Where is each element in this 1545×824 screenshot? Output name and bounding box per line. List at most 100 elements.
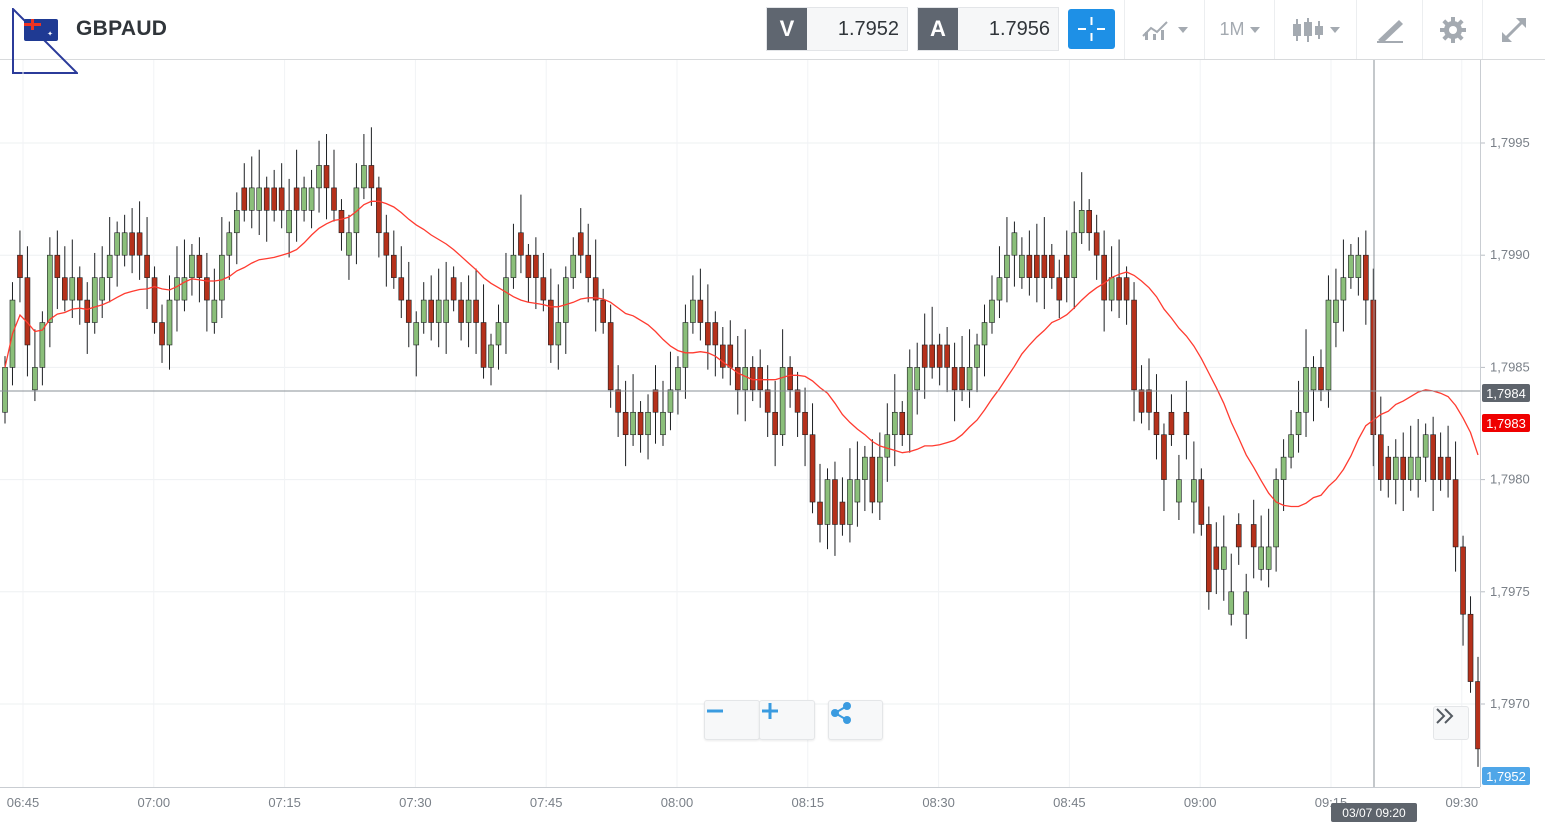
chart-toolbar: ✦ GBPAUD V 1.7952 A 1.7956 1M	[0, 0, 1545, 74]
candle-body	[480, 322, 487, 368]
candle	[944, 327, 950, 393]
candle	[1355, 237, 1362, 296]
candle	[54, 230, 61, 310]
candle	[794, 371, 801, 437]
candle-body	[1407, 456, 1414, 480]
candle	[1078, 172, 1085, 244]
candle-body	[607, 322, 614, 391]
candle	[854, 441, 861, 527]
candle	[877, 432, 883, 520]
candle-body	[600, 299, 606, 323]
candle-body	[540, 277, 547, 301]
indicators-icon	[1142, 20, 1168, 40]
candle-body	[47, 254, 53, 323]
candle	[1153, 374, 1160, 460]
x-tick-label: 07:30	[399, 795, 432, 810]
instrument-flag[interactable]: ✦	[12, 8, 78, 74]
candle-body	[936, 344, 943, 368]
candle-body	[166, 299, 173, 346]
candle	[906, 349, 913, 453]
candle	[136, 201, 143, 280]
candle-body	[1355, 254, 1362, 278]
candle-body	[884, 434, 891, 458]
timeframe-selector[interactable]: 1M	[1204, 0, 1274, 59]
candlestick-chart[interactable]: 1,7995 1,7990 1,7985 1,7980 1,7975 1,7970 06:4…	[0, 60, 1545, 824]
candle-body	[854, 479, 861, 503]
candle	[99, 246, 106, 319]
candle-body	[1138, 389, 1145, 413]
candle-body	[989, 299, 995, 323]
candle	[196, 237, 203, 303]
candle-body	[1250, 524, 1257, 548]
candle-body	[54, 254, 61, 278]
candle-body	[645, 411, 651, 436]
y-tick-label: 1,7970	[1490, 696, 1530, 711]
scroll-to-latest-button[interactable]	[1433, 706, 1469, 740]
candle-body	[667, 389, 674, 413]
candle-body	[181, 277, 188, 301]
candle-body	[705, 322, 711, 346]
candle	[1363, 230, 1369, 325]
drawing-tools-button[interactable]	[1356, 0, 1422, 59]
candle	[936, 333, 943, 386]
candle-body	[473, 299, 479, 323]
candle	[720, 327, 726, 379]
sell-quote[interactable]: V 1.7952	[766, 7, 908, 51]
candle-body	[727, 344, 734, 368]
candle-body	[1348, 254, 1354, 278]
candle	[144, 217, 150, 310]
candle-body	[809, 434, 816, 503]
share-icon	[831, 702, 851, 724]
chart-type-button[interactable]	[1274, 0, 1356, 59]
price-chart[interactable]: 1,7995 1,7990 1,7985 1,7980 1,7975 1,7970 06:4…	[0, 60, 1545, 824]
candle	[1265, 508, 1272, 588]
indicators-button[interactable]	[1124, 0, 1204, 59]
zoom-out-button[interactable]	[704, 700, 760, 740]
candle-body	[1026, 254, 1033, 278]
candle	[1288, 410, 1294, 469]
buy-quote[interactable]: A 1.7956	[917, 7, 1059, 51]
candle	[1206, 506, 1212, 610]
candle-body	[1153, 411, 1160, 436]
candle	[376, 176, 382, 258]
candle-body	[1303, 367, 1309, 413]
candle-body	[293, 187, 300, 211]
share-button[interactable]	[828, 700, 883, 740]
candle-body	[1034, 254, 1040, 278]
candle-body	[1213, 546, 1220, 570]
candle-body	[435, 299, 442, 323]
x-tick-label: 08:30	[922, 795, 955, 810]
candle-body	[1280, 456, 1287, 480]
candle	[787, 356, 793, 408]
candle	[248, 156, 255, 229]
candle	[391, 230, 397, 289]
crosshair-button[interactable]	[1068, 9, 1115, 49]
candle-body	[1400, 456, 1407, 480]
candle	[1377, 396, 1384, 491]
candle-body	[1377, 434, 1384, 480]
candle	[114, 221, 120, 287]
candle-body	[353, 187, 360, 234]
candle	[488, 333, 494, 386]
candle	[951, 342, 958, 422]
candle	[1063, 230, 1070, 303]
candle	[518, 194, 524, 274]
candle-body	[1191, 479, 1197, 503]
candle	[675, 356, 681, 415]
candle	[1243, 573, 1250, 639]
candle	[121, 214, 128, 267]
candle	[1273, 468, 1279, 572]
y-tick-label: 1,7985	[1490, 359, 1530, 374]
zoom-in-button[interactable]	[759, 700, 815, 740]
buy-price: 1.7956	[958, 8, 1058, 50]
candle	[1228, 553, 1235, 626]
x-tick-label: 07:45	[530, 795, 563, 810]
candle-body	[308, 187, 315, 211]
candle	[989, 275, 995, 334]
expand-button[interactable]	[1482, 0, 1545, 59]
candle-body	[106, 254, 113, 278]
settings-button[interactable]	[1422, 0, 1482, 59]
candle-body	[211, 299, 218, 323]
candle-body	[562, 277, 569, 323]
candle-body	[1116, 277, 1122, 301]
